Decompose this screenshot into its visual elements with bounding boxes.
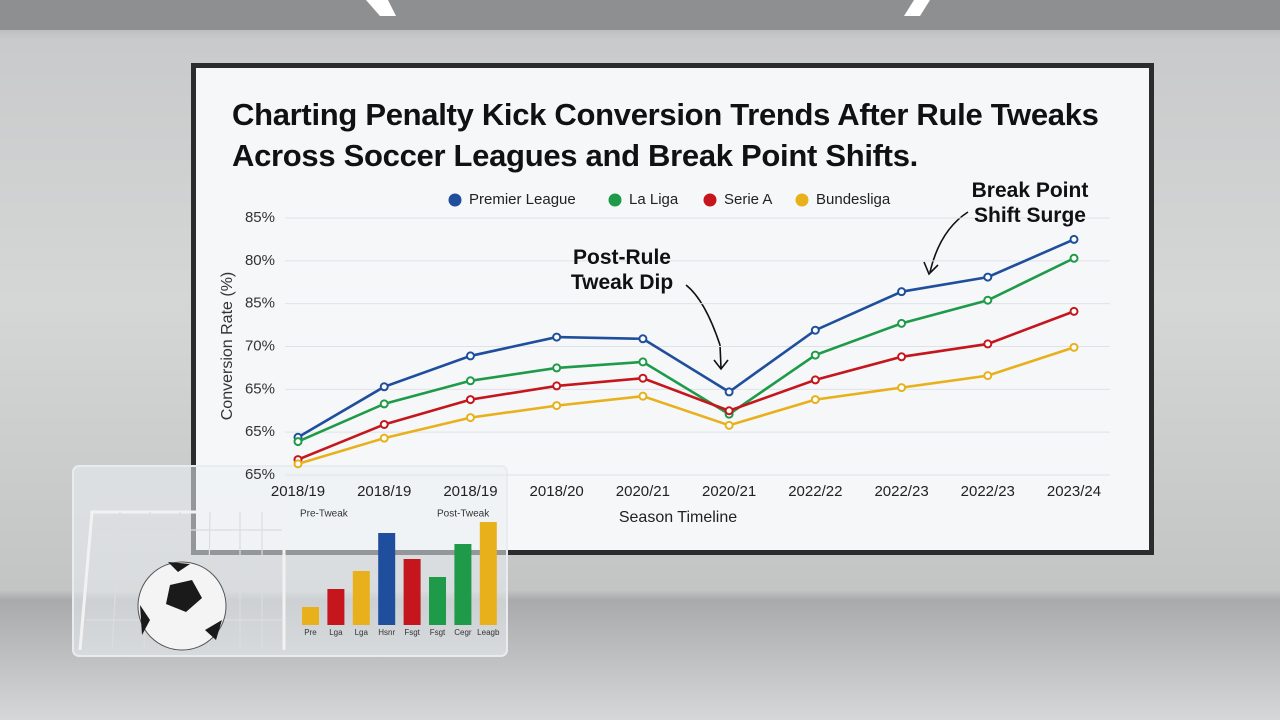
- data-point: [1069, 342, 1079, 352]
- data-point: [1069, 306, 1079, 316]
- annotation: Post-Rule Tweak Dip: [570, 246, 674, 294]
- ceiling: [0, 0, 1280, 30]
- annotation-arrow: [685, 284, 721, 346]
- series-line: [297, 257, 1075, 443]
- x-tick-label: 2022/22: [788, 483, 842, 500]
- legend-marker: [608, 193, 622, 207]
- x-tick-label: Pre: [304, 628, 317, 637]
- legend-label: Serie A: [724, 191, 772, 208]
- chart-title: Charting Penalty Kick Conversion Trends …: [232, 97, 1099, 173]
- x-tick-label: Lga: [329, 628, 343, 637]
- data-point: [379, 399, 389, 409]
- x-tick-label: Fsgt: [404, 628, 420, 637]
- y-tick-label: 65%: [245, 380, 275, 397]
- data-point: [810, 325, 820, 335]
- y-tick-label: 65%: [245, 466, 275, 483]
- x-tick-label: Cegr: [454, 628, 472, 637]
- bar: [378, 533, 396, 625]
- data-point: [293, 437, 303, 447]
- data-point: [465, 376, 475, 386]
- data-point: [983, 272, 993, 282]
- data-point: [724, 406, 734, 416]
- x-tick-label: 2020/21: [616, 483, 670, 500]
- bar: [327, 589, 345, 625]
- x-tick-label: Hsnr: [378, 628, 395, 637]
- data-point: [638, 334, 648, 344]
- data-point: [552, 363, 562, 373]
- y-axis-label: Conversion Rate (%): [219, 272, 236, 421]
- data-point: [897, 383, 907, 393]
- data-point: [465, 413, 475, 423]
- x-tick-label: 2018/19: [271, 483, 325, 500]
- data-point: [638, 373, 648, 383]
- x-tick-label: Fsgt: [430, 628, 446, 637]
- data-point: [465, 351, 475, 361]
- bar: [454, 544, 472, 625]
- x-tick-label: 2018/19: [357, 483, 411, 500]
- y-tick-label: 65%: [245, 423, 275, 440]
- data-point: [897, 352, 907, 362]
- bar: [302, 607, 319, 625]
- data-point: [379, 382, 389, 392]
- legend-marker: [448, 193, 462, 207]
- annotation: Break Point Shift Surge: [971, 179, 1089, 227]
- data-point: [465, 395, 475, 405]
- x-tick-label: Lga: [355, 628, 369, 637]
- y-tick-label: 85%: [245, 295, 275, 312]
- x-tick-label: 2022/23: [961, 483, 1015, 500]
- bar: [352, 571, 370, 625]
- legend-marker: [703, 193, 717, 207]
- data-point: [810, 350, 820, 360]
- x-tick-label: Leagb: [477, 628, 500, 637]
- y-tick-label: 85%: [245, 209, 275, 226]
- data-point: [897, 318, 907, 328]
- legend-label: Bundesliga: [816, 191, 891, 208]
- data-point: [638, 391, 648, 401]
- data-point: [897, 287, 907, 297]
- data-point: [1069, 234, 1079, 244]
- bar: [429, 577, 446, 625]
- y-tick-label: 80%: [245, 252, 275, 269]
- annotation-arrowhead: [713, 344, 729, 371]
- ball-patch: [140, 562, 222, 640]
- x-tick-label: 2023/24: [1047, 483, 1101, 500]
- data-point: [810, 375, 820, 385]
- x-tick-label: 2020/21: [702, 483, 756, 500]
- series-line: [297, 310, 1075, 461]
- x-tick-label: 2018/20: [530, 483, 584, 500]
- legend-label: La Liga: [629, 191, 679, 208]
- bar: [403, 559, 421, 625]
- data-point: [552, 381, 562, 391]
- data-point: [724, 420, 734, 430]
- data-point: [983, 339, 993, 349]
- y-tick-label: 70%: [245, 337, 275, 354]
- legend-marker: [795, 193, 809, 207]
- bar: [479, 522, 497, 625]
- data-point: [638, 357, 648, 367]
- x-tick-label: 2022/23: [874, 483, 928, 500]
- data-point: [983, 371, 993, 381]
- inset-label: Pre-Tweak: [300, 509, 349, 520]
- series-line: [297, 346, 1075, 466]
- data-point: [379, 419, 389, 429]
- data-point: [724, 387, 734, 397]
- inset-label: Post-Tweak: [437, 509, 490, 520]
- data-point: [552, 401, 562, 411]
- data-point: [810, 395, 820, 405]
- x-tick-label: 2018/19: [443, 483, 497, 500]
- data-point: [1069, 253, 1079, 263]
- data-point: [552, 332, 562, 342]
- series-line: [297, 238, 1075, 439]
- data-point: [379, 433, 389, 443]
- data-point: [293, 459, 303, 469]
- x-axis-label: Season Timeline: [619, 509, 737, 526]
- annotation-arrow: [923, 211, 969, 276]
- legend-label: Premier League: [469, 191, 576, 208]
- data-point: [983, 295, 993, 305]
